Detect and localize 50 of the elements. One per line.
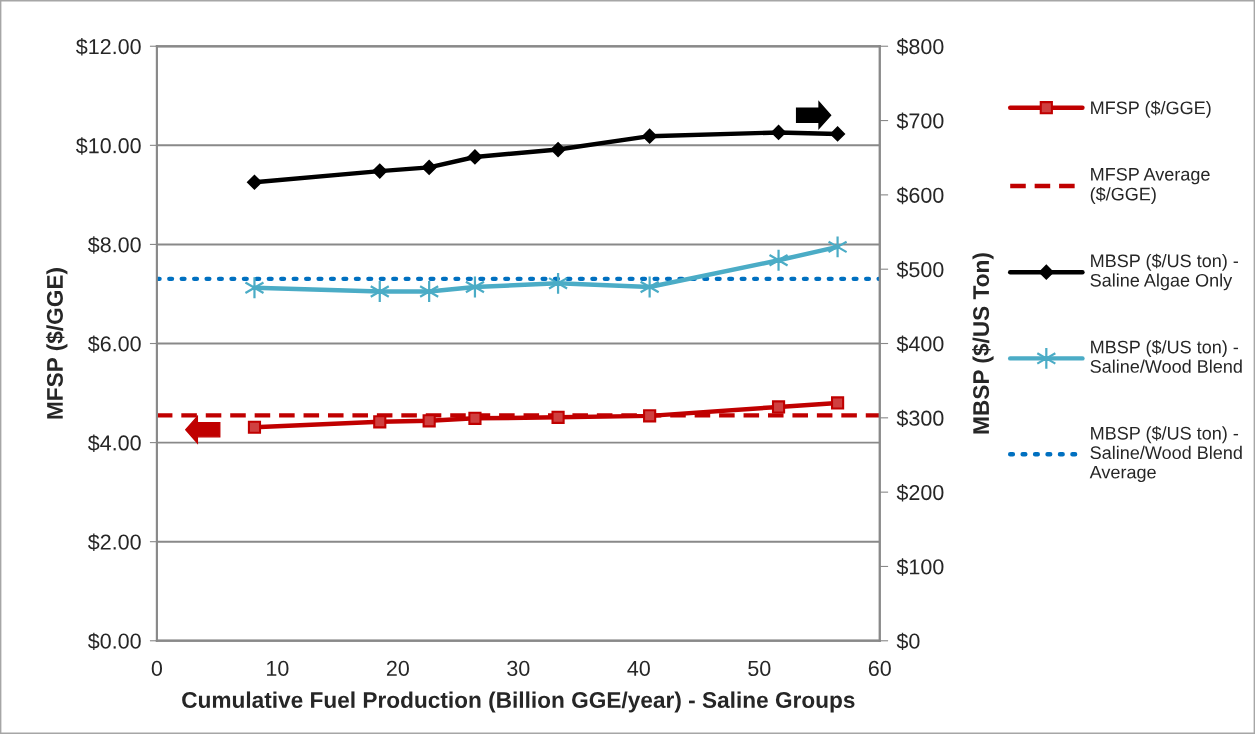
legend-label: MBSP ($/US ton) - Saline/Wood Blend — [1090, 339, 1242, 373]
y2-tick-label: $100 — [896, 558, 944, 576]
y-tick-label: $6.00 — [87, 335, 141, 353]
point — [830, 126, 846, 142]
y-tick-label: $12.00 — [75, 38, 141, 56]
point — [551, 410, 565, 424]
y2-tick-label: $300 — [896, 409, 944, 428]
x-axis-title: Cumulative Fuel Production (Billion GGE/year) - Saline Groups — [182, 691, 855, 713]
point — [247, 420, 262, 434]
point — [373, 415, 387, 429]
y-tick-label: $2.00 — [87, 533, 141, 551]
x-tick-label: 30 — [507, 660, 530, 677]
y2-tick-label: $400 — [896, 335, 944, 353]
y-tick-label: $8.00 — [87, 236, 141, 254]
y2-tick-label: $200 — [896, 484, 944, 502]
y-axis-title: MFSP ($/GGE) — [45, 268, 68, 419]
y2-tick-label: $0 — [896, 632, 920, 651]
x-tick-label: 10 — [267, 660, 289, 677]
point — [827, 235, 848, 259]
y2-tick-label: $700 — [896, 112, 944, 130]
point — [421, 159, 437, 175]
point — [467, 149, 483, 165]
point — [247, 174, 262, 190]
x-tick-label: 40 — [627, 660, 650, 677]
x-tick-label: 50 — [748, 660, 771, 677]
point — [642, 128, 658, 144]
y-tick-label: $4.00 — [87, 434, 141, 452]
legend-label: MBSP ($/US ton) - Saline Algae Only — [1090, 253, 1239, 291]
point — [771, 400, 786, 414]
y2-tick-label: $500 — [896, 261, 944, 279]
x-tick-label: 60 — [868, 660, 891, 677]
point — [422, 414, 436, 428]
y2-tick-label: $600 — [896, 186, 944, 205]
y-tick-label: $10.00 — [75, 137, 141, 155]
x-tick-label: 20 — [386, 660, 409, 677]
point — [771, 125, 786, 140]
point — [550, 142, 566, 157]
y-tick-label: $0.00 — [87, 632, 141, 651]
point — [768, 248, 789, 272]
legend-label: MFSP ($/GGE) — [1091, 100, 1211, 118]
y2-tick-label: $800 — [896, 38, 944, 56]
point — [244, 276, 265, 300]
legend-label: MBSP ($/US ton) - Saline/Wood Blend Average — [1089, 426, 1242, 483]
y2-axis-title: MBSP ($/US Ton) — [972, 253, 994, 434]
legend-label: MFSP Average ($/GGE) — [1090, 167, 1210, 205]
point — [372, 163, 388, 179]
point — [643, 409, 657, 423]
x-tick-label: 0 — [151, 660, 163, 677]
point — [468, 411, 482, 425]
point — [830, 396, 845, 410]
